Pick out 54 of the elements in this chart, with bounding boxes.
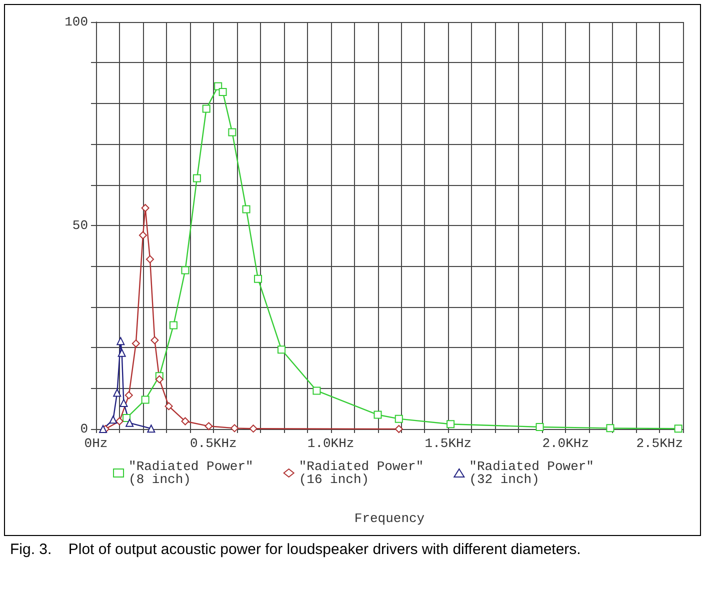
point [394,425,403,433]
point [181,266,190,274]
x-tick-label: 1.0KHz [307,436,354,451]
point [606,424,614,432]
point [116,337,125,346]
legend-label: "Radiated Power" (8 inch) [128,459,254,487]
x-tick-label: 1.5KHz [424,436,472,451]
point [254,274,262,283]
x-tick-label: 0.5KHz [190,436,237,451]
point [132,340,140,348]
point [124,391,133,400]
point [228,128,236,136]
point [394,414,403,423]
point [164,402,173,410]
point [169,321,178,330]
point [536,422,544,431]
point [126,418,134,427]
point [374,410,382,419]
x-tick-label: 2.0KHz [542,436,590,451]
point [138,231,147,240]
point [230,424,239,432]
point [109,416,118,424]
point [150,336,159,344]
point [113,388,122,397]
point [242,205,250,214]
point [155,375,164,384]
point [446,420,455,428]
point [277,346,286,354]
caption: Fig. 3. Plot of output acoustic power for loudspeaker drivers with different diameters. [10,540,582,559]
point [249,424,258,433]
point [141,204,150,212]
point [115,417,124,426]
point [312,386,321,395]
point [141,396,150,404]
point [118,348,126,357]
point [204,422,213,430]
x-tick-label: 0Hz [84,436,108,451]
y-tick-label: 100 [64,14,88,30]
point [202,104,210,113]
point [147,424,156,433]
point [99,425,108,433]
x-axis-title: Frequency [354,511,425,526]
point [120,398,128,407]
point [218,88,227,96]
y-tick-label: 50 [72,218,88,233]
point [146,255,154,264]
point [122,414,131,422]
legend-label: "Radiated Power" (16 inch) [298,459,424,487]
x-tick-label: 2.5KHz [636,436,683,451]
point [192,174,201,182]
point [181,417,190,426]
legend-label: "Radiated Power" (32 inch) [469,459,594,487]
point [674,424,682,433]
y-tick-label: 0 [80,422,88,436]
